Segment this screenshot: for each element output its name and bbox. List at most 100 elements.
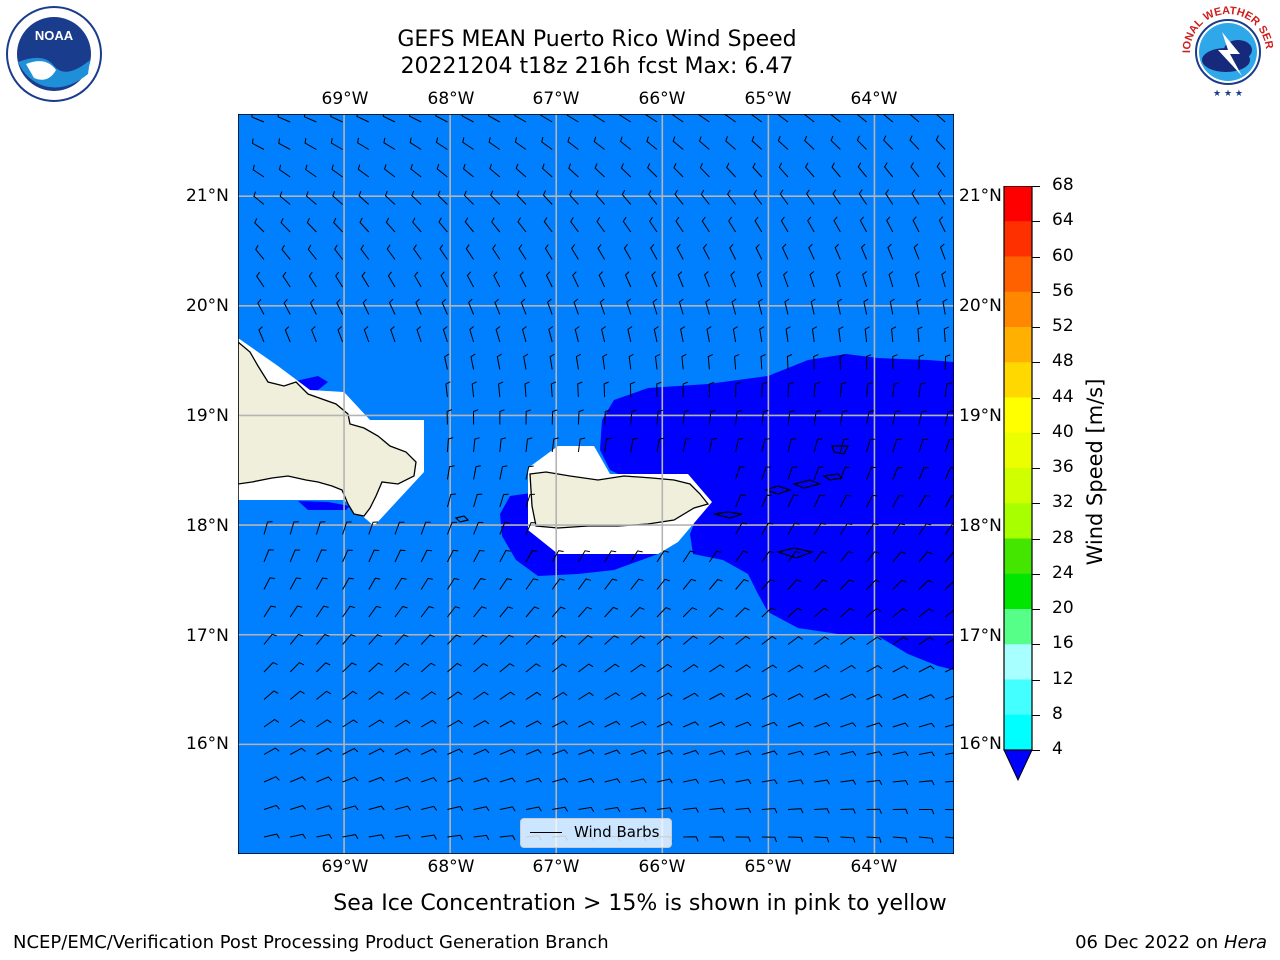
wind-barb xyxy=(682,550,696,563)
wind-barb xyxy=(761,607,776,618)
wind-barb xyxy=(488,137,501,150)
wind-barb xyxy=(652,298,658,315)
wind-barb xyxy=(814,722,831,728)
wind-barb xyxy=(761,779,778,785)
wind-barb xyxy=(839,382,847,398)
wind-barb xyxy=(315,577,328,590)
wind-barb xyxy=(420,549,432,563)
wind-barb xyxy=(394,605,408,618)
wind-barb xyxy=(316,690,332,700)
wind-barb xyxy=(342,776,359,783)
colorbar-tick-mark xyxy=(1032,256,1040,258)
wind-barb xyxy=(439,244,448,260)
wind-barb xyxy=(383,137,396,150)
colorbar-tick-mark xyxy=(1032,221,1040,223)
wind-barb xyxy=(282,271,291,288)
wind-barb xyxy=(918,636,935,645)
wind-barb xyxy=(808,243,815,260)
wind-barb xyxy=(629,381,636,398)
wind-barb xyxy=(263,690,279,700)
wind-barb xyxy=(254,218,265,233)
legend-label: Wind Barbs xyxy=(574,823,660,841)
wind-barb xyxy=(578,691,594,700)
wind-barb xyxy=(415,298,422,315)
wind-barb xyxy=(578,606,592,618)
lon-label-top-64w: 64°W xyxy=(850,89,898,109)
wind-barb xyxy=(936,162,946,178)
wind-barb xyxy=(630,409,637,425)
wind-barb xyxy=(651,271,658,288)
chart-title-line2: 20221204 t18z 216h fcst Max: 6.47 xyxy=(400,54,794,79)
wind-barb xyxy=(498,381,504,398)
wind-barb xyxy=(628,353,634,370)
wind-barb xyxy=(473,720,490,728)
wind-barb xyxy=(840,551,854,563)
wind-barb xyxy=(678,298,684,315)
wind-barb xyxy=(909,135,920,150)
wind-barb xyxy=(754,216,763,233)
wind-barb xyxy=(813,607,829,618)
wind-barb xyxy=(892,354,898,370)
wind-barb xyxy=(463,190,474,205)
wind-barb xyxy=(840,664,856,673)
wind-barb xyxy=(342,747,359,755)
wind-barb xyxy=(263,718,280,728)
wind-barb xyxy=(726,162,736,178)
wind-barb xyxy=(672,136,684,150)
wind-barb xyxy=(787,836,804,843)
wind-barb xyxy=(856,135,867,150)
wind-barb xyxy=(604,635,619,645)
wind-barb xyxy=(656,635,672,645)
wind-barb xyxy=(542,190,553,205)
wind-barb xyxy=(908,114,920,123)
wind-barb xyxy=(829,114,841,123)
wind-barb xyxy=(786,354,793,370)
wind-barb xyxy=(473,691,489,700)
wind-barb xyxy=(892,608,908,618)
wind-barb xyxy=(316,662,331,673)
wind-barb xyxy=(673,162,684,178)
wind-barb xyxy=(783,271,789,288)
wind-barb xyxy=(493,271,501,288)
wind-barb xyxy=(540,114,553,123)
wind-barb xyxy=(368,521,379,535)
wind-barb xyxy=(342,549,353,563)
wind-barb xyxy=(447,634,462,645)
wind-barb xyxy=(709,836,725,842)
wind-barb xyxy=(938,216,946,233)
wind-barb xyxy=(446,465,455,480)
wind-barb xyxy=(683,836,699,842)
wind-barb xyxy=(525,634,541,645)
wind-barb xyxy=(683,721,699,728)
wind-barb xyxy=(394,634,409,645)
wind-barb xyxy=(865,354,872,370)
wind-barb xyxy=(437,190,448,205)
wind-barb xyxy=(708,550,722,563)
wind-barb xyxy=(892,751,909,757)
colorbar-tick-mark xyxy=(1032,186,1040,187)
wind-barb xyxy=(368,776,385,783)
wind-barb xyxy=(603,381,609,398)
wind-barb xyxy=(757,298,763,315)
wind-barb xyxy=(630,749,647,755)
wind-barb xyxy=(840,750,857,756)
wind-barb xyxy=(630,778,647,784)
lat-label-right-18n: 18°N xyxy=(959,516,1002,536)
wind-barb xyxy=(761,438,770,453)
wind-barb xyxy=(940,243,946,260)
map-gridlines xyxy=(238,114,954,854)
wind-barb xyxy=(682,409,690,425)
wind-barb xyxy=(735,522,747,535)
colorbar-tick-mark xyxy=(1032,397,1040,399)
wind-barb xyxy=(342,634,356,645)
wind-barb xyxy=(761,381,768,398)
wind-barb xyxy=(442,326,448,343)
wind-barb xyxy=(461,114,474,123)
wind-barb xyxy=(910,162,920,178)
wind-barb xyxy=(525,777,542,783)
wind-barb xyxy=(446,521,458,535)
wind-barb xyxy=(787,693,804,700)
lat-label-left-19n: 19°N xyxy=(186,406,229,426)
wind-barb xyxy=(918,579,934,590)
wind-barb xyxy=(945,780,954,783)
